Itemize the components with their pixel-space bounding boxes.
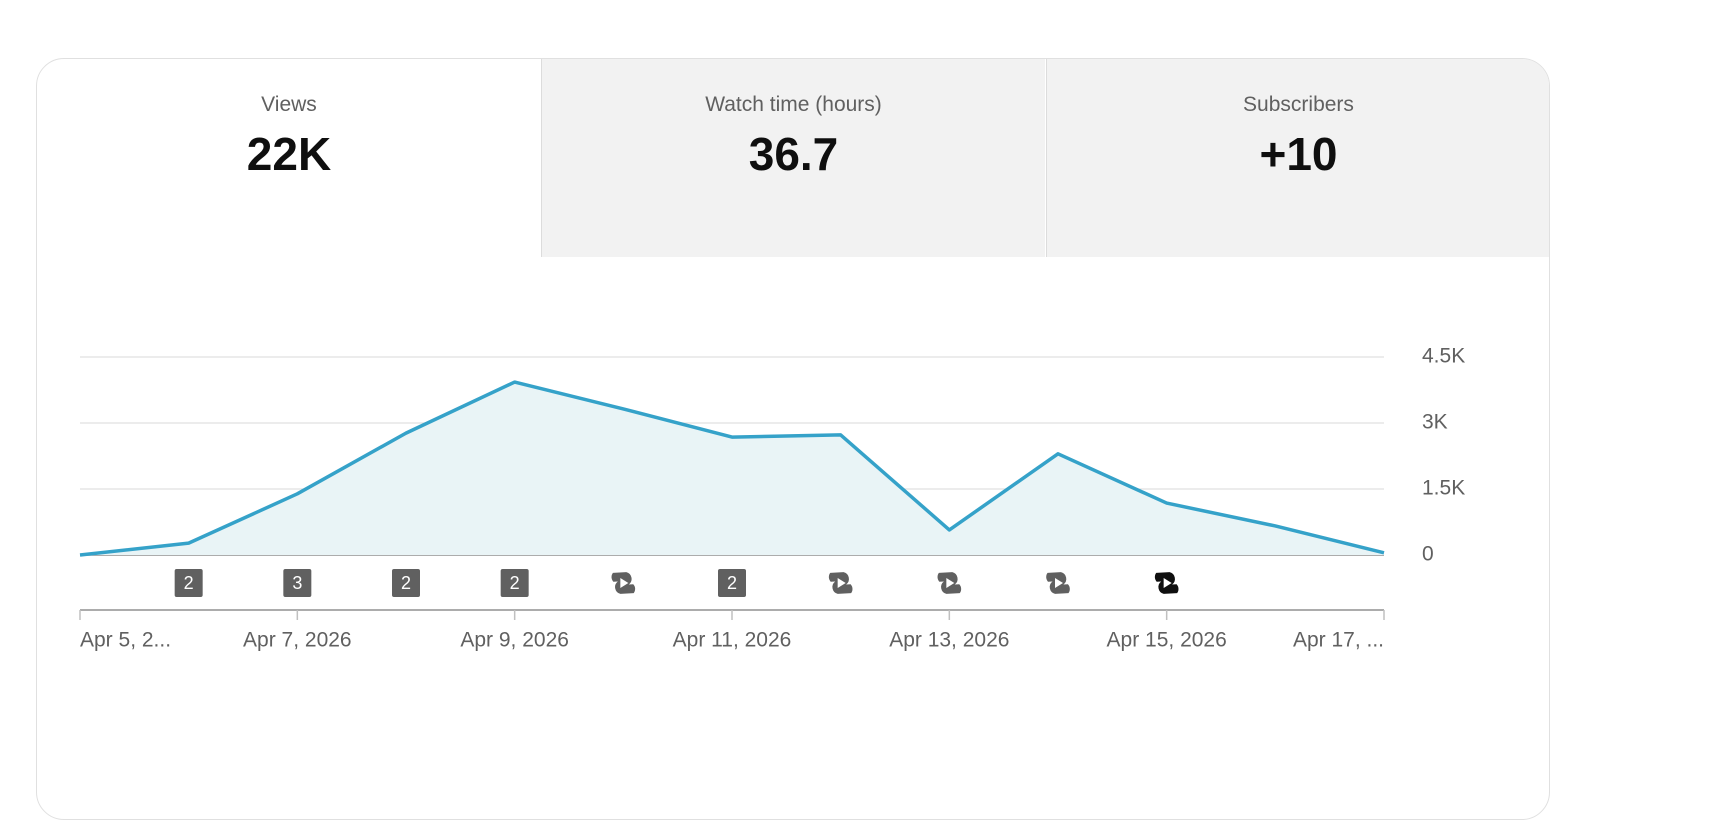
- tab[interactable]: Subscribers +10: [1046, 59, 1549, 257]
- y-tick-label: 1.5K: [1422, 477, 1465, 500]
- shorts-play: [946, 578, 955, 588]
- tab[interactable]: Views 22K: [37, 59, 541, 257]
- x-tick-label: Apr 17, ...: [1293, 629, 1384, 652]
- y-tick-label: 0: [1422, 543, 1434, 566]
- tab-label: Watch time (hours): [705, 93, 882, 116]
- x-tick-label: Apr 13, 2026: [889, 629, 1009, 652]
- upload-badge: [174, 569, 203, 597]
- y-tick-label: 4.5K: [1422, 345, 1465, 368]
- x-tick-label: Apr 15, 2026: [1107, 629, 1227, 652]
- shorts-play: [1055, 578, 1063, 588]
- upload-badge: [500, 569, 529, 597]
- upload-badge: [392, 569, 420, 597]
- shorts-play: [837, 578, 846, 588]
- x-tick-label: Apr 11, 2026: [673, 629, 792, 652]
- tab-value: 22K: [246, 128, 332, 180]
- shorts-icon: [1154, 572, 1179, 594]
- upload-badge: [718, 569, 746, 597]
- x-tick-label: Apr 7, 2026: [243, 629, 352, 652]
- shorts-play: [620, 578, 629, 588]
- area: [80, 382, 1384, 555]
- x-tick-label: Apr 9, 2026: [460, 629, 569, 652]
- shorts-play: [1163, 578, 1172, 588]
- analytics-card: Views 22K Watch time (hours) 36.7 Subscr…: [36, 58, 1550, 820]
- x-tick-label: Apr 5, 2...: [80, 629, 171, 652]
- y-tick-label: 3K: [1422, 411, 1448, 434]
- chart: 0 1.5K 3K 4.5K Apr 5, 2... Apr 7, 2026 Apr 9, …: [79, 345, 1465, 652]
- tab-label: Views: [261, 93, 317, 116]
- upload-count: 2: [184, 573, 194, 593]
- upload-count: 2: [401, 573, 411, 593]
- tab-value: +10: [1259, 128, 1338, 180]
- shorts-icon: [828, 572, 853, 594]
- upload-count: 3: [292, 573, 302, 593]
- upload-count: 2: [727, 573, 737, 593]
- tab-label: Subscribers: [1243, 93, 1354, 116]
- line: [79, 380, 1385, 557]
- upload-badge: [283, 569, 312, 597]
- tab-value: 36.7: [748, 128, 839, 180]
- shorts-icon: [611, 572, 636, 594]
- upload-count: 2: [510, 573, 520, 593]
- tab[interactable]: Watch time (hours) 36.7: [541, 59, 1045, 257]
- page: Views 22K Watch time (hours) 36.7 Subscr…: [36, 58, 1550, 820]
- shorts-icon: [937, 572, 962, 594]
- shorts-icon: [1046, 572, 1070, 594]
